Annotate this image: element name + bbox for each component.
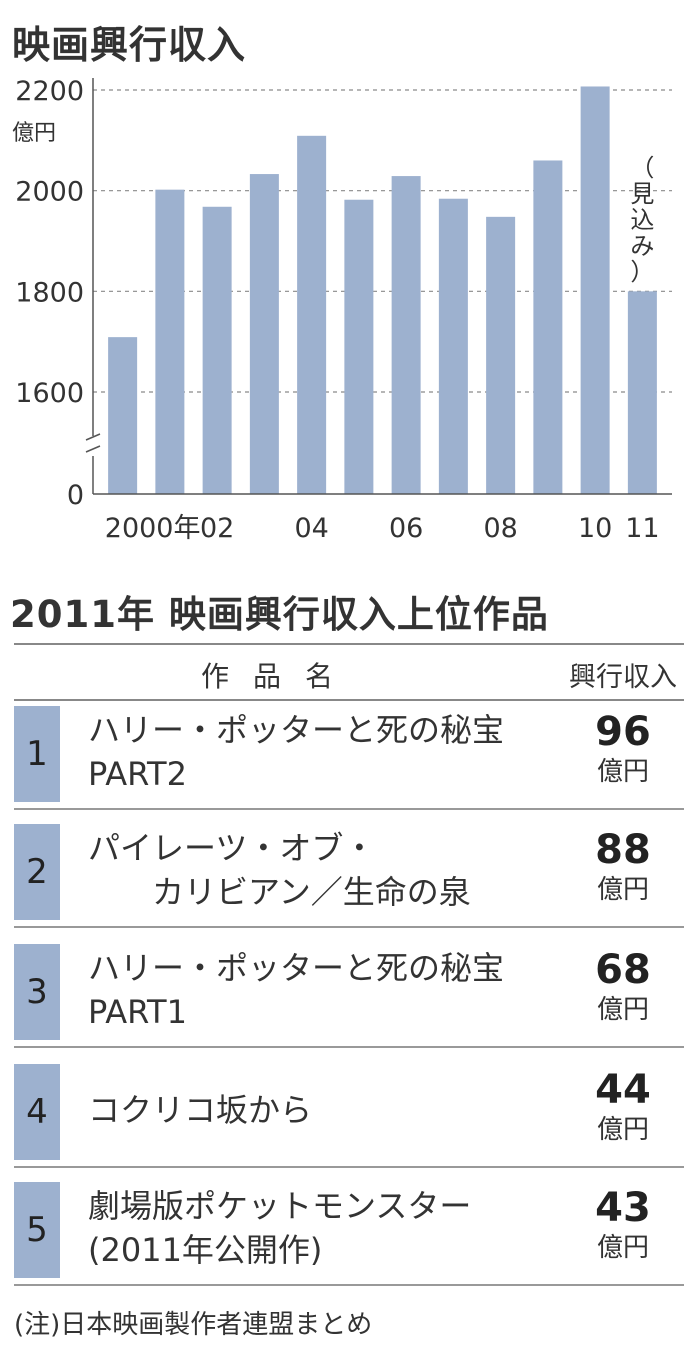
revenue-value: 44	[595, 1067, 651, 1113]
movie-title: ハリー・ポッターと死の秘宝 PART1	[88, 949, 505, 1031]
rank-number: 5	[14, 1182, 60, 1278]
label-layer: 2200 2000 1800 1600 0 億円 2000年 02 04 06 08 10 11 （見込み…	[12, 76, 660, 544]
y-unit-label: 億円	[12, 121, 56, 146]
grid-layer	[93, 89, 672, 393]
bar-2009	[533, 160, 563, 494]
x-tick-label: 06	[389, 513, 423, 544]
movie-title: ハリー・ポッターと死の秘宝 PART2	[88, 711, 505, 793]
revenue-value: 96	[595, 709, 651, 755]
rank-number: 1	[14, 706, 60, 802]
x-tick-label: 08	[483, 513, 517, 544]
axis-break-mark	[85, 433, 101, 453]
revenue-cell: 44 億円	[562, 1068, 684, 1148]
revenue-bar-chart: 2200 2000 1800 1600 0 億円 2000年 02 04 06 08 10 11 （見込み…	[12, 76, 672, 544]
bar-2011	[627, 291, 657, 494]
ranking-row-5: 5 劇場版ポケットモンスター (2011年公開作) 43 億円	[14, 1176, 684, 1286]
rank-number: 3	[14, 944, 60, 1040]
y-tick-label: 1600	[15, 378, 84, 409]
annotation-char: み	[630, 232, 654, 260]
revenue-unit: 億円	[596, 995, 649, 1025]
bar-2007	[438, 198, 468, 494]
annotation-char: ）	[630, 258, 654, 286]
annotation-char: 見	[630, 180, 654, 208]
ranking-row-4: 4 コクリコ坂から 44 億円	[14, 1058, 684, 1168]
revenue-unit: 億円	[596, 757, 649, 787]
x-tick-label: 04	[294, 513, 328, 544]
y-tick-label: 2200	[15, 76, 84, 107]
revenue-cell: 43 億円	[562, 1186, 684, 1266]
bar-2008	[486, 216, 516, 494]
revenue-value: 43	[595, 1185, 651, 1231]
header-title-column: 作品名	[200, 660, 357, 693]
bar-2005	[344, 199, 374, 494]
ranking-row-3: 3 ハリー・ポッターと死の秘宝 PART1 68 億円	[14, 938, 684, 1048]
annotation-projected: （見込み）	[630, 154, 654, 286]
x-tick-label: 10	[578, 513, 612, 544]
bar-2006	[391, 176, 421, 494]
movie-title: パイレーツ・オブ・ カリビアン／生命の泉	[88, 829, 471, 911]
rank-number: 4	[14, 1064, 60, 1160]
movie-title: 劇場版ポケットモンスター (2011年公開作)	[88, 1187, 472, 1269]
bar-layer	[108, 86, 657, 495]
source-footnote: (注)日本映画製作者連盟まとめ	[14, 1310, 373, 1340]
bar-2003	[249, 174, 279, 494]
x-tick-label: 02	[200, 513, 234, 544]
revenue-cell: 68 億円	[562, 948, 684, 1028]
ranking-header: 作品名 興行収入	[14, 643, 684, 701]
bar-2000	[108, 337, 138, 494]
bar-2004	[297, 135, 327, 494]
y-tick-label: 1800	[15, 277, 84, 308]
rank-number: 2	[14, 824, 60, 920]
revenue-unit: 億円	[596, 875, 649, 905]
revenue-cell: 88 億円	[562, 828, 684, 908]
y-tick-label: 2000	[15, 177, 84, 208]
header-revenue-column: 興行収入	[569, 662, 677, 693]
revenue-unit: 億円	[596, 1115, 649, 1145]
movie-title: コクリコ坂から	[88, 1091, 313, 1129]
bar-2001	[155, 189, 185, 494]
annotation-char: （	[630, 154, 654, 182]
revenue-value: 88	[595, 827, 651, 873]
ranking-row-2: 2 パイレーツ・オブ・ カリビアン／生命の泉 88 億円	[14, 818, 684, 928]
ranking-row-1: 1 ハリー・ポッターと死の秘宝 PART2 96 億円	[14, 700, 684, 810]
bar-2002	[202, 206, 232, 495]
revenue-value: 68	[595, 947, 651, 993]
x-tick-label: 11	[625, 513, 659, 544]
y-tick-label: 0	[67, 480, 84, 511]
x-tick-label: 2000年	[105, 513, 201, 544]
revenue-unit: 億円	[596, 1233, 649, 1263]
chart-title: 映画興行収入	[12, 23, 247, 67]
axis-layer	[85, 78, 672, 495]
bar-2010	[580, 86, 610, 494]
ranking-title: 2011年 映画興行収入上位作品	[10, 593, 549, 636]
revenue-cell: 96 億円	[562, 710, 684, 790]
annotation-char: 込	[630, 206, 654, 234]
